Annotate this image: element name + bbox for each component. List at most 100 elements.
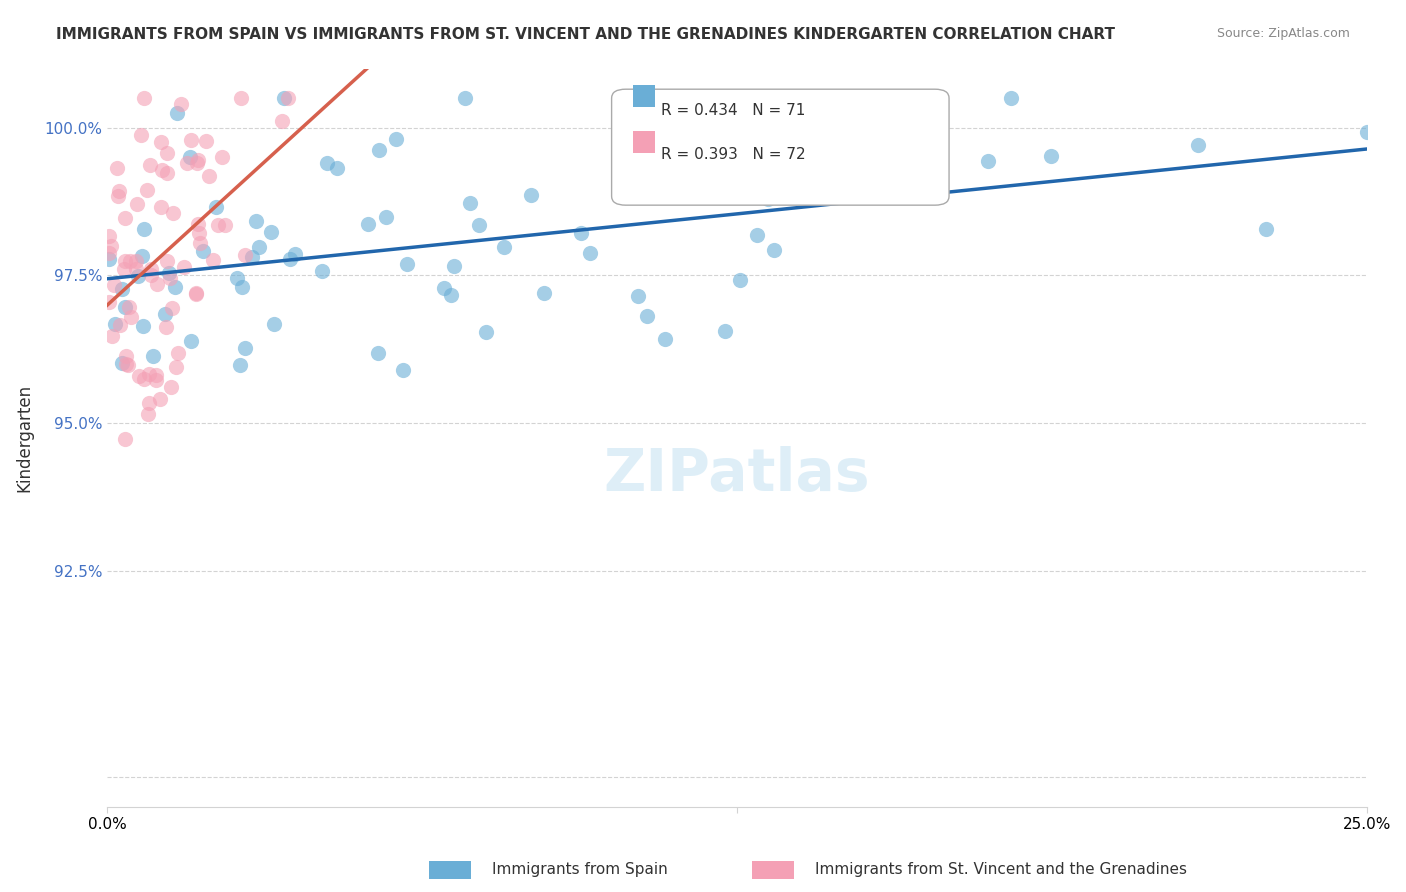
Point xyxy=(111,356,134,370)
Text: IMMIGRANTS FROM SPAIN VS IMMIGRANTS FROM ST. VINCENT AND THE GRENADINES KINDERGA: IMMIGRANTS FROM SPAIN VS IMMIGRANTS FROM… xyxy=(56,27,1115,42)
Point xyxy=(1000,91,1022,105)
Point xyxy=(627,289,650,303)
Point xyxy=(114,211,136,225)
Point xyxy=(103,278,125,293)
Point xyxy=(357,218,380,232)
Point xyxy=(385,132,408,146)
Point xyxy=(368,143,391,157)
Point xyxy=(115,349,138,363)
Point xyxy=(104,318,127,332)
Point xyxy=(395,256,418,270)
Point xyxy=(263,317,285,331)
Point xyxy=(159,380,181,394)
Point xyxy=(188,235,211,250)
Point xyxy=(270,113,292,128)
Point xyxy=(98,246,121,260)
Point xyxy=(138,396,160,410)
Point xyxy=(115,357,138,371)
Point xyxy=(141,268,163,282)
Point xyxy=(273,91,295,105)
Point xyxy=(475,325,498,339)
Point xyxy=(170,97,193,112)
Point xyxy=(160,301,183,315)
Point xyxy=(187,153,209,167)
Point xyxy=(278,252,301,266)
Point xyxy=(120,254,142,268)
Point xyxy=(118,300,141,314)
Point xyxy=(316,156,339,170)
Point xyxy=(150,200,173,214)
Text: Immigrants from Spain: Immigrants from Spain xyxy=(492,863,668,877)
Point xyxy=(145,373,167,387)
Point xyxy=(433,281,456,295)
Text: R = 0.393   N = 72: R = 0.393 N = 72 xyxy=(661,147,806,162)
Point xyxy=(277,91,299,105)
Point xyxy=(233,248,256,262)
Point xyxy=(136,407,159,421)
Point xyxy=(742,101,765,115)
Point xyxy=(714,324,737,338)
Point xyxy=(101,328,124,343)
Point xyxy=(374,210,396,224)
Point xyxy=(127,269,149,284)
Point xyxy=(569,226,592,240)
Point xyxy=(120,310,142,324)
Point xyxy=(166,106,188,120)
Point xyxy=(260,225,283,239)
Text: ZIPatlas: ZIPatlas xyxy=(603,446,870,503)
Point xyxy=(186,286,208,301)
Point xyxy=(132,318,155,333)
Point xyxy=(167,346,190,360)
Point xyxy=(125,261,148,276)
Point xyxy=(114,432,136,446)
Point xyxy=(108,318,131,333)
Point xyxy=(128,368,150,383)
Point xyxy=(1187,138,1209,153)
Point xyxy=(142,349,165,363)
Point xyxy=(153,307,176,321)
Point xyxy=(159,271,181,285)
Point xyxy=(519,188,541,202)
Point xyxy=(180,334,202,349)
Point xyxy=(194,134,217,148)
Point xyxy=(284,247,307,261)
Point xyxy=(231,280,253,294)
Point xyxy=(443,259,465,273)
Point xyxy=(617,140,640,154)
Point xyxy=(454,91,477,105)
Point xyxy=(98,252,121,266)
Point xyxy=(134,91,156,105)
Point xyxy=(636,309,658,323)
Point xyxy=(226,271,249,285)
Point xyxy=(162,206,184,220)
Point xyxy=(728,272,751,286)
Point xyxy=(135,183,157,197)
Point xyxy=(198,169,221,183)
Y-axis label: Kindergarten: Kindergarten xyxy=(15,384,32,491)
Point xyxy=(150,163,173,178)
Point xyxy=(367,346,389,360)
Point xyxy=(579,246,602,260)
Point xyxy=(831,179,853,194)
Point xyxy=(125,254,148,268)
Point xyxy=(100,239,122,253)
Point xyxy=(173,260,195,274)
Point xyxy=(233,341,256,355)
Point xyxy=(977,154,1000,169)
Point xyxy=(165,360,187,375)
Point xyxy=(747,228,769,243)
Point xyxy=(107,189,129,203)
Point xyxy=(114,301,136,315)
Point xyxy=(146,277,169,291)
Point xyxy=(240,250,263,264)
Point xyxy=(131,248,153,262)
Point xyxy=(157,267,180,281)
Point xyxy=(247,240,270,254)
Point xyxy=(756,192,779,206)
Point xyxy=(654,332,676,346)
Point xyxy=(201,253,224,268)
Point xyxy=(187,217,209,231)
Point xyxy=(111,282,134,296)
Point xyxy=(311,264,333,278)
Point xyxy=(149,135,172,149)
